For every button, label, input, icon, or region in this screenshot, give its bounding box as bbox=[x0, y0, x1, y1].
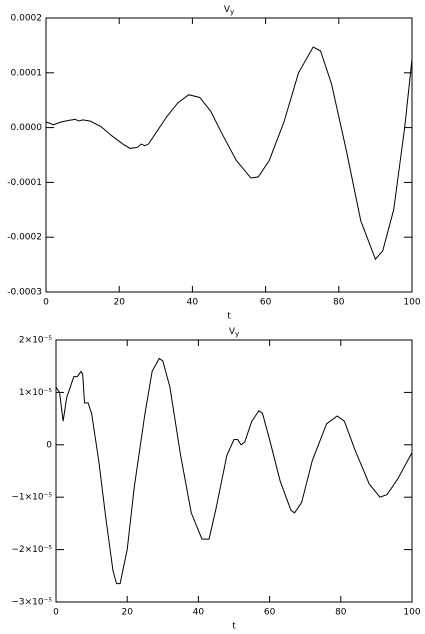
y-tick-label: -0.0002 bbox=[7, 233, 42, 243]
y-tick-label: −2×10⁻⁵ bbox=[11, 545, 52, 555]
y-tick-label: −3×10⁻⁵ bbox=[11, 598, 52, 608]
title-main: V bbox=[229, 327, 236, 337]
x-axis-label: t bbox=[232, 622, 236, 632]
y-tick-label: −1×10⁻⁵ bbox=[11, 493, 52, 503]
x-tick-label: 80 bbox=[333, 298, 345, 308]
plot-frame bbox=[55, 339, 413, 603]
x-tick-label: 100 bbox=[403, 608, 420, 618]
y-tick-label: 0.0000 bbox=[11, 123, 43, 133]
y-tick-label: 0.0001 bbox=[11, 68, 43, 78]
y-tick-label: -0.0003 bbox=[7, 288, 42, 298]
x-tick-label: 100 bbox=[403, 298, 420, 308]
chart-title: Vy bbox=[224, 5, 234, 17]
x-tick-label: 0 bbox=[43, 298, 49, 308]
x-tick-label: 0 bbox=[53, 608, 59, 618]
x-tick-label: 80 bbox=[335, 608, 347, 618]
title-main: V bbox=[224, 5, 231, 15]
x-tick-label: 20 bbox=[121, 608, 133, 618]
chart-title: Vy bbox=[229, 327, 239, 339]
x-tick-label: 60 bbox=[264, 608, 276, 618]
x-axis-label: t bbox=[227, 312, 231, 322]
x-tick-label: 60 bbox=[260, 298, 272, 308]
data-line bbox=[55, 357, 413, 585]
y-tick-label: 2×10⁻⁵ bbox=[19, 336, 52, 346]
plot-frame bbox=[45, 17, 413, 293]
title-subscript: y bbox=[230, 8, 234, 16]
title-subscript: y bbox=[235, 330, 239, 338]
x-tick-label: 40 bbox=[187, 298, 199, 308]
y-tick-label: 0 bbox=[46, 440, 52, 450]
data-line bbox=[45, 46, 413, 261]
y-tick-label: -0.0001 bbox=[7, 178, 42, 188]
y-tick-label: 1×10⁻⁵ bbox=[19, 388, 52, 398]
x-tick-label: 20 bbox=[113, 298, 125, 308]
x-tick-label: 40 bbox=[193, 608, 205, 618]
y-tick-label: 0.0002 bbox=[11, 14, 43, 24]
